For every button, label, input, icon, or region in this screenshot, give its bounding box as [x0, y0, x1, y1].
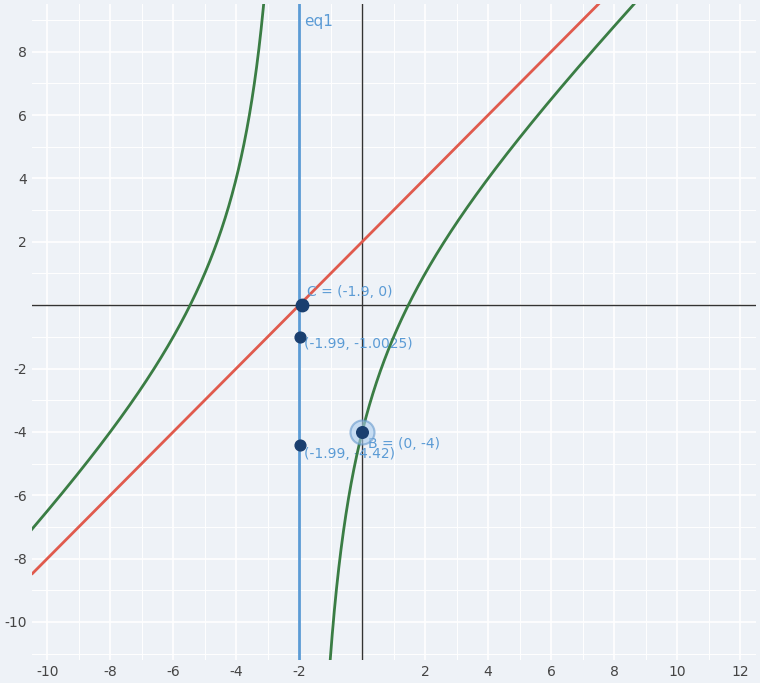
- Text: (-1.99, -4.42): (-1.99, -4.42): [304, 447, 395, 461]
- Point: [356, 426, 369, 437]
- Text: eq1: eq1: [304, 14, 333, 29]
- Text: (-1.99, -1.0025): (-1.99, -1.0025): [304, 337, 413, 351]
- Text: B = (0, -4): B = (0, -4): [369, 436, 441, 451]
- Text: C = (-1.9, 0): C = (-1.9, 0): [307, 285, 393, 299]
- Point: [356, 426, 369, 437]
- Point: [293, 331, 306, 342]
- Point: [293, 440, 306, 451]
- Point: [296, 300, 309, 311]
